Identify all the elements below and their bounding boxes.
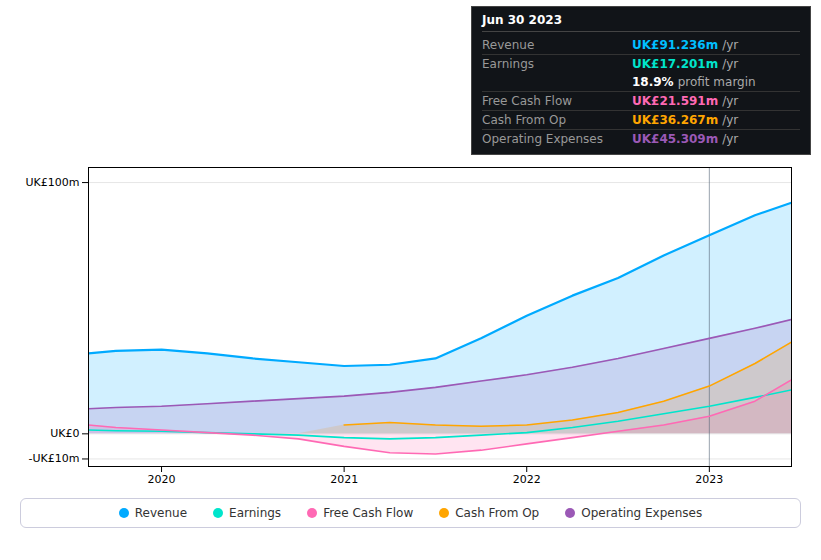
html-text:Free Cash Flow: Free Cash Flow	[482, 94, 573, 108]
html-text:UK£91.236m /yr: UK£91.236m /yr	[632, 38, 739, 52]
svg-text:UK£0: UK£0	[50, 427, 79, 440]
html-text:UK£17.201m /yr: UK£17.201m /yr	[632, 57, 739, 71]
html-text:Earnings: Earnings	[482, 57, 535, 71]
html-text:Cash From Op: Cash From Op	[482, 113, 566, 127]
html-text:Operating Expenses: Operating Expenses	[482, 132, 603, 146]
svg-text:2023: 2023	[695, 473, 723, 486]
html-text:Jun 30 2023: Jun 30 2023	[482, 13, 562, 27]
html-text:18.9% profit margin: 18.9% profit margin	[632, 75, 756, 89]
svg-text:2021: 2021	[330, 473, 358, 486]
svg-text:UK£100m: UK£100m	[26, 176, 80, 189]
html-text:Revenue: Revenue	[482, 38, 535, 52]
svg-text:2022: 2022	[513, 473, 541, 486]
html-text:UK£36.267m /yr: UK£36.267m /yr	[632, 113, 739, 127]
html-text:UK£21.591m /yr: UK£21.591m /yr	[632, 94, 739, 108]
html-text:Free Cash Flow: Free Cash Flow	[323, 506, 414, 520]
svg-text:2020: 2020	[148, 473, 176, 486]
html-text:Revenue: Revenue	[134, 506, 187, 520]
html-text:Cash From Op: Cash From Op	[455, 506, 540, 520]
html-text:UK£45.309m /yr: UK£45.309m /yr	[632, 132, 739, 146]
svg-text:-UK£10m: -UK£10m	[29, 452, 80, 465]
html-text:Earnings: Earnings	[229, 506, 282, 520]
html-text:Operating Expenses: Operating Expenses	[581, 506, 703, 520]
